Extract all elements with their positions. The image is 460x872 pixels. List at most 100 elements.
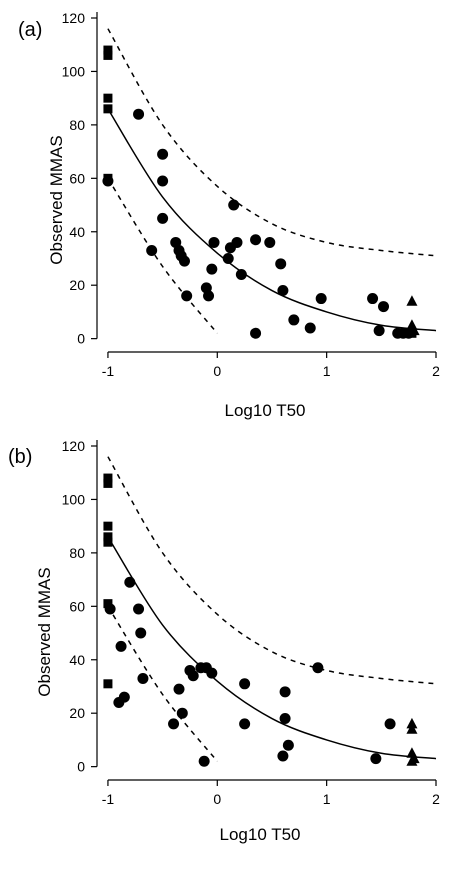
data-point-circle — [312, 662, 324, 674]
data-point-circle — [315, 293, 327, 305]
data-point-circle — [288, 314, 300, 326]
data-point-square — [103, 532, 113, 542]
y-tick-label: 20 — [69, 705, 85, 721]
data-point-circle — [181, 290, 193, 302]
y-tick-label: 80 — [69, 545, 85, 561]
x-tick-label: 0 — [213, 791, 221, 807]
data-point-circle — [135, 627, 147, 639]
data-point-circle — [133, 108, 145, 120]
x-axis-label: Log10 T50 — [225, 401, 306, 420]
data-point-circle — [102, 175, 114, 187]
data-point-circle — [133, 603, 145, 615]
y-axis-label: Observed MMAS — [47, 135, 66, 264]
data-point-circle — [250, 234, 262, 246]
data-point-circle — [157, 175, 169, 187]
data-point-circle — [203, 290, 215, 302]
data-point-triangle — [406, 717, 418, 729]
upper-bound-curve — [107, 28, 437, 257]
y-tick-label: 100 — [62, 63, 86, 79]
data-point-circle — [208, 236, 220, 248]
y-tick-label: 40 — [69, 652, 85, 668]
data-point-circle — [104, 603, 116, 615]
data-point-circle — [367, 293, 379, 305]
chart-panel-a: (a) 0 20 40 60 80 100 120 -1 0 1 2 Log10 T50 Observed… — [18, 10, 440, 420]
x-tick-label: 2 — [432, 791, 440, 807]
data-point-circle — [115, 640, 127, 652]
data-point-square — [103, 45, 113, 55]
data-point-circle — [137, 672, 149, 684]
lower-bound-curve — [107, 605, 218, 762]
fit-curve — [107, 536, 437, 760]
chart-panel-b: (b) 0 20 40 60 80 100 120 -1 0 1 2 Log10 T50 Observed… — [8, 438, 440, 844]
data-point-triangle — [406, 755, 418, 766]
data-point-square — [103, 473, 113, 483]
data-point-circle — [173, 683, 185, 695]
panel-label: (a) — [18, 19, 42, 41]
data-point-circle — [370, 753, 382, 765]
y-tick-label: 120 — [62, 438, 86, 454]
y-tick-label: 60 — [69, 170, 85, 186]
panel-label: (b) — [8, 446, 32, 468]
y-tick-label: 20 — [69, 277, 85, 293]
data-point-circle — [198, 755, 210, 767]
data-point-circle — [228, 199, 240, 211]
data-point-square — [103, 599, 113, 609]
y-tick-label: 100 — [62, 491, 86, 507]
data-point-square — [103, 93, 113, 103]
data-point-square — [103, 478, 113, 488]
data-point-circle — [384, 718, 396, 730]
y-tick-label: 40 — [69, 224, 85, 240]
data-point-circle — [264, 236, 276, 248]
x-tick-label: 1 — [323, 363, 331, 379]
x-tick-label: -1 — [102, 791, 115, 807]
data-point-triangle — [408, 324, 420, 336]
data-point-circle — [250, 327, 262, 339]
data-point-circle — [279, 713, 291, 725]
fit-curve — [107, 108, 437, 332]
data-point-square — [103, 679, 113, 689]
data-point-circle — [168, 718, 180, 730]
x-tick-label: -1 — [102, 363, 115, 379]
data-point-triangle — [406, 295, 418, 306]
y-tick-label: 0 — [77, 331, 85, 347]
data-point-square — [103, 50, 113, 60]
data-point-square — [103, 104, 113, 114]
y-tick-label: 80 — [69, 117, 85, 133]
data-point-circle — [157, 212, 169, 224]
data-point-circle — [373, 325, 385, 337]
x-tick-label: 1 — [323, 791, 331, 807]
upper-bound-curve — [107, 456, 437, 685]
data-point-circle — [178, 255, 190, 267]
data-point-circle — [277, 285, 289, 297]
data-point-circle — [378, 301, 390, 313]
y-tick-label: 120 — [62, 10, 86, 26]
data-point-square — [103, 521, 113, 531]
x-axis-label: Log10 T50 — [220, 825, 301, 844]
data-point-circle — [176, 707, 188, 719]
x-tick-label: 0 — [213, 363, 221, 379]
x-tick-label: 2 — [432, 363, 440, 379]
data-point-circle — [231, 236, 243, 248]
data-point-circle — [282, 739, 294, 751]
data-point-square — [103, 537, 113, 547]
data-point-circle — [239, 678, 251, 690]
data-point-circle — [222, 252, 234, 264]
data-point-circle — [124, 576, 136, 588]
y-tick-label: 0 — [77, 759, 85, 775]
data-point-circle — [146, 244, 158, 256]
data-point-circle — [206, 263, 218, 275]
data-point-circle — [279, 686, 291, 698]
data-point-circle — [187, 670, 199, 682]
data-point-circle — [239, 718, 251, 730]
y-tick-label: 60 — [69, 598, 85, 614]
data-point-triangle — [406, 723, 418, 734]
data-point-circle — [206, 667, 218, 679]
lower-bound-curve — [107, 177, 218, 334]
data-point-circle — [275, 258, 287, 270]
y-axis-label: Observed MMAS — [35, 567, 54, 696]
data-point-circle — [118, 691, 130, 703]
data-point-circle — [304, 322, 316, 334]
data-point-circle — [157, 148, 169, 160]
data-point-circle — [277, 750, 289, 762]
